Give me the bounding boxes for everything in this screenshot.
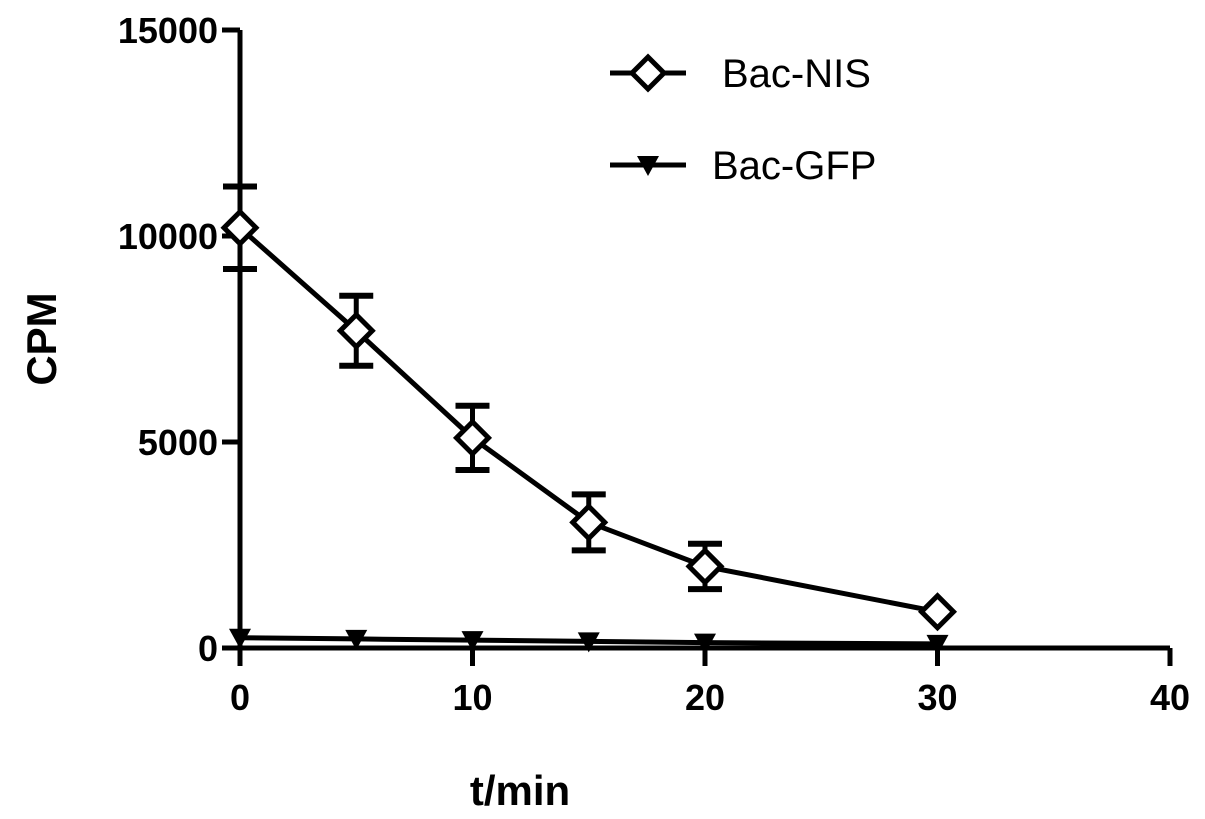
x-axis-title: t/min (470, 767, 570, 814)
data-point (345, 629, 368, 650)
series-bac-gfp (229, 628, 949, 655)
data-point (694, 633, 716, 654)
data-point (577, 632, 600, 653)
y-tick-label: 0 (198, 628, 218, 669)
legend-marker (637, 156, 659, 176)
legend-item: Bac-GFP (610, 144, 876, 188)
x-ticks: 0 10 20 30 40 (230, 648, 1190, 718)
x-tick-label: 20 (685, 677, 725, 718)
data-point (926, 634, 949, 655)
data-point (229, 628, 251, 649)
data-point (461, 631, 484, 652)
x-tick-label: 30 (917, 677, 957, 718)
series-layer (220, 183, 958, 655)
legend-marker (628, 53, 668, 93)
y-ticks: 0 5000 10000 15000 (118, 10, 240, 669)
data-point (917, 592, 958, 632)
x-tick-label: 0 (230, 677, 250, 718)
x-tick-label: 10 (452, 677, 492, 718)
y-axis-title: CPM (18, 292, 65, 385)
x-tick-label: 40 (1150, 677, 1190, 718)
legend-item: Bac-NIS (610, 52, 871, 96)
y-tick-label: 15000 (118, 10, 218, 51)
y-tick-label: 5000 (138, 422, 218, 463)
legend: Bac-NIS Bac-GFP (610, 52, 876, 188)
data-point (336, 311, 376, 351)
legend-label: Bac-GFP (712, 144, 876, 188)
data-point (569, 502, 609, 542)
data-point (220, 208, 260, 248)
series-line (239, 635, 938, 647)
data-point (685, 546, 725, 586)
y-tick-label: 10000 (118, 216, 218, 257)
series-bac-nis (220, 183, 958, 632)
legend-label: Bac-NIS (722, 52, 871, 96)
series-line (238, 225, 938, 615)
data-point (452, 418, 493, 458)
